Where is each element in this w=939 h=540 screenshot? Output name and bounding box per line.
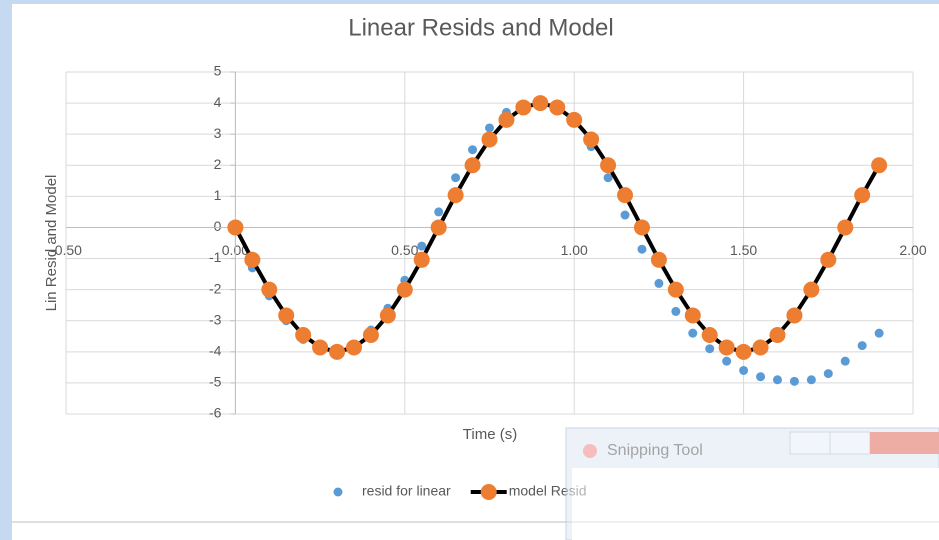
data-point	[654, 278, 664, 288]
app-icon	[583, 444, 597, 458]
y-tick-label: 1	[214, 187, 222, 203]
data-point	[756, 372, 766, 382]
data-point	[583, 131, 600, 148]
data-point	[617, 187, 634, 204]
close-button	[870, 432, 939, 454]
chart-title: Linear Resids and Model	[348, 14, 614, 41]
y-tick-label: -2	[209, 280, 222, 296]
data-point	[671, 306, 681, 316]
data-point	[329, 343, 346, 360]
data-point	[244, 251, 261, 268]
data-point	[464, 157, 481, 174]
y-tick-label: -1	[209, 249, 222, 265]
data-point	[633, 219, 650, 236]
data-point	[620, 210, 630, 220]
data-point	[637, 244, 647, 254]
y-tick-label: 5	[214, 63, 222, 79]
x-axis-label: Time (s)	[463, 426, 517, 443]
data-point	[752, 339, 769, 356]
data-point	[345, 339, 362, 356]
data-point	[447, 187, 464, 204]
data-point	[840, 356, 850, 366]
data-point	[772, 375, 782, 385]
data-point	[532, 95, 549, 112]
legend-label: resid for linear	[362, 483, 451, 499]
snipping-tool-window: Snipping Tool	[565, 427, 939, 540]
data-point	[481, 131, 498, 148]
data-point	[600, 157, 617, 174]
data-point	[823, 369, 833, 379]
data-point	[705, 344, 715, 354]
data-point	[871, 157, 888, 174]
data-point	[468, 145, 478, 155]
data-point	[688, 328, 698, 338]
data-point	[603, 173, 613, 183]
legend-marker	[480, 484, 497, 500]
data-point	[803, 281, 820, 298]
y-tick-label: -4	[209, 343, 222, 359]
maximize-button	[829, 431, 871, 455]
minimize-button	[789, 431, 831, 455]
data-point	[515, 99, 532, 116]
data-point	[417, 241, 427, 251]
data-point	[820, 251, 837, 268]
data-point	[722, 356, 732, 366]
data-point	[769, 327, 786, 344]
data-point	[837, 219, 854, 236]
data-point	[396, 281, 413, 298]
x-tick-label: 0.50	[391, 242, 418, 258]
legend-marker	[333, 487, 343, 497]
y-tick-label: 2	[214, 156, 222, 172]
data-point	[566, 111, 583, 128]
data-point	[430, 219, 447, 236]
y-tick-label: 4	[214, 94, 222, 110]
data-point	[701, 327, 718, 344]
y-tick-label: 3	[214, 125, 222, 141]
x-tick-label: -0.50	[50, 242, 82, 258]
window-title: Snipping Tool	[607, 442, 703, 459]
x-tick-label: 1.00	[561, 242, 588, 258]
window-body	[572, 468, 939, 540]
data-point	[667, 281, 684, 298]
data-point	[261, 281, 278, 298]
data-point	[854, 187, 871, 204]
data-point	[549, 99, 566, 116]
data-point	[684, 307, 701, 324]
y-tick-label: -5	[209, 374, 222, 390]
data-point	[485, 123, 494, 133]
data-point	[379, 307, 396, 324]
data-point	[413, 251, 430, 268]
data-point	[718, 339, 735, 356]
data-point	[362, 327, 379, 344]
y-tick-label: -6	[209, 405, 222, 421]
data-point	[227, 219, 244, 236]
window-edge	[0, 0, 939, 4]
data-point	[806, 375, 816, 385]
data-point	[739, 365, 749, 375]
data-point	[312, 339, 329, 356]
data-point	[295, 327, 312, 344]
plot-area: -0.50 0.00 0.50 1.00 1.50 2.00-6-5-4-3-2-1012…	[50, 63, 927, 421]
y-tick-label: -3	[209, 311, 222, 327]
data-point	[278, 307, 295, 324]
data-point	[789, 376, 799, 386]
data-point	[874, 328, 884, 338]
data-point	[857, 341, 867, 351]
data-point	[451, 173, 461, 183]
data-point	[650, 251, 667, 268]
data-point	[498, 111, 515, 128]
x-tick-label: 1.50	[730, 242, 757, 258]
data-point	[735, 343, 752, 360]
data-point	[434, 207, 444, 217]
x-tick-label: 2.00	[899, 242, 926, 258]
y-tick-label: 0	[214, 218, 222, 234]
window-edge	[0, 0, 12, 540]
data-point	[786, 307, 803, 324]
y-axis-label: Lin Resid and Model	[43, 175, 60, 312]
